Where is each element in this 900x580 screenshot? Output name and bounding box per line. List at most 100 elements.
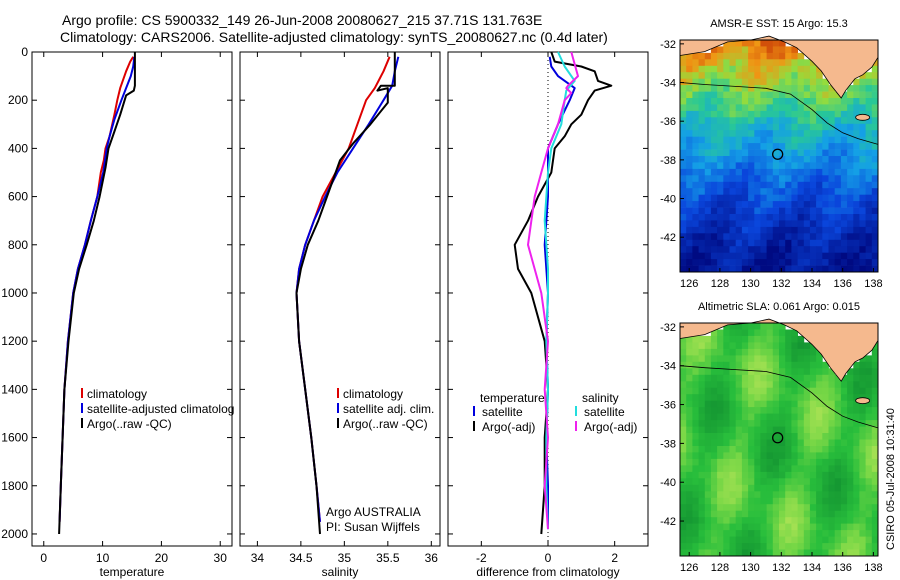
map-cell [735,259,743,266]
map-cell [822,426,829,434]
map-cell [779,226,786,234]
map-cell [853,78,860,86]
map-cell [710,497,718,505]
map-cell [847,465,854,473]
map-cell [791,530,798,537]
map-cell [847,413,854,421]
map-cell [692,446,699,453]
map-cell [865,400,873,408]
map-cell [754,143,761,150]
map-cell [797,335,805,343]
map-cell [723,156,730,163]
map-cell [840,214,848,221]
map-cell [704,168,712,176]
map-cell [809,72,817,79]
map-cell [853,374,860,382]
map-title: Altimetric SLA: 0.061 Argo: 0.015 [698,301,860,313]
map-cell [840,381,848,389]
map-cell [809,446,817,453]
map-cell [748,149,755,157]
map-cell [772,517,780,525]
map-cell [717,181,724,189]
map-cell [741,361,749,369]
map-cell [735,85,743,92]
map-cell [754,458,761,466]
map-cell [704,123,712,131]
map-cell [791,168,798,176]
map-cell [760,497,767,505]
map-cell [741,233,749,241]
map-cell [680,407,687,414]
map-cell [785,348,792,356]
map-cell [741,40,749,47]
map-cell [717,175,724,183]
map-cell [680,413,687,421]
map-cell [785,497,792,505]
map-cell [766,214,774,221]
map-cell [853,149,860,157]
map-cell [741,329,749,337]
map-cell [785,329,792,337]
map-cell [779,504,786,512]
map-cell [865,259,873,266]
map-cell [748,420,755,427]
map-cell [772,329,780,337]
map-cell [723,400,730,408]
map-cell [809,246,817,253]
map-cell [853,387,860,395]
map-cell [859,497,866,505]
map-cell [766,368,774,376]
map-cell [853,446,860,453]
map-cell [871,536,879,544]
map-cell [710,491,718,499]
map-cell [865,439,873,447]
map-cell [754,439,761,447]
map-cell [772,110,780,118]
map-cell [816,407,823,414]
map-cell [859,484,866,492]
map-cell [748,168,755,176]
map-cell [692,497,699,505]
map-cell [859,156,866,163]
map-cell [698,452,706,460]
map-cell [760,175,767,183]
map-cell [717,214,724,221]
map-cell [717,259,724,266]
map-cell [847,394,854,402]
map-cell [785,149,792,157]
map-cell [710,465,718,473]
map-cell [704,78,712,86]
map-cell [803,130,811,137]
map-cell [791,259,798,266]
map-cell [803,374,811,382]
map-cell [871,149,879,157]
map-cell [741,478,749,486]
map-cell [704,239,712,247]
map-cell [840,543,848,550]
map-cell [865,104,873,112]
map-cell [698,214,706,221]
map-cell [760,446,767,453]
map-cell [723,226,730,234]
map-cell [735,168,743,176]
map-cell [822,117,829,125]
map-cell [760,207,767,215]
map-cell [729,59,737,67]
map-cell [840,265,848,273]
map-cell [710,458,718,466]
map-cell [766,433,774,440]
map-cell [686,413,693,421]
map-cell [760,394,767,402]
map-cell [766,252,774,260]
map-cell [772,78,780,86]
map-cell [803,136,811,144]
map-cell [853,201,860,208]
map-cell [779,342,786,350]
map-cell [748,381,755,389]
map-cell [680,175,687,183]
map-cell [797,168,805,176]
map-cell [766,201,774,208]
map-cell [791,226,798,234]
map-cell [797,52,805,60]
map-cell [822,543,829,550]
